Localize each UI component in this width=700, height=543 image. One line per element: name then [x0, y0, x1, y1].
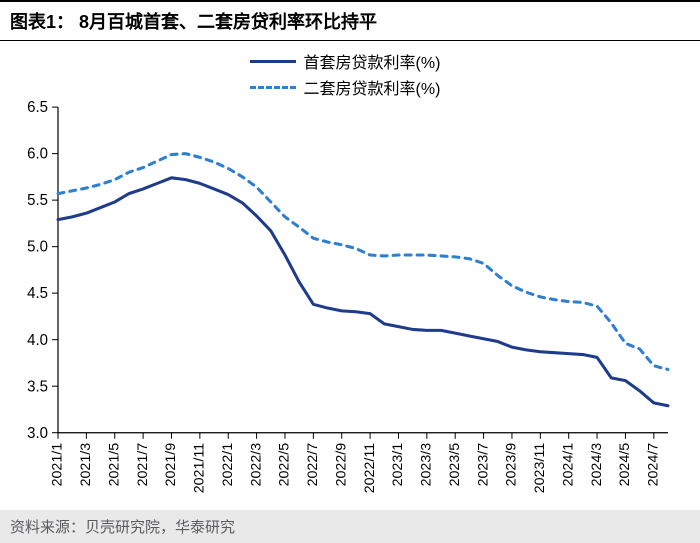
svg-text:3.0: 3.0	[27, 425, 48, 442]
legend-label-first: 首套房贷款利率(%)	[304, 49, 441, 73]
svg-text:3.5: 3.5	[27, 378, 48, 395]
svg-text:6.5: 6.5	[27, 101, 48, 116]
svg-text:2022/11: 2022/11	[361, 443, 377, 494]
svg-text:2023/5: 2023/5	[446, 443, 462, 487]
svg-text:2022/7: 2022/7	[304, 443, 320, 487]
svg-text:2022/5: 2022/5	[276, 443, 292, 487]
svg-text:6.0: 6.0	[27, 146, 48, 163]
legend-item-first: 首套房贷款利率(%)	[250, 49, 441, 73]
svg-text:2021/11: 2021/11	[191, 443, 207, 494]
legend-swatch-first	[250, 60, 296, 63]
svg-text:4.5: 4.5	[27, 285, 48, 302]
svg-text:2023/7: 2023/7	[474, 443, 490, 487]
svg-text:2024/7: 2024/7	[645, 443, 661, 487]
legend: 首套房贷款利率(%) 二套房贷款利率(%)	[10, 49, 680, 99]
line-chart: 3.0 3.5 4.0 4.5 5.0 5.5 6.0 6.5 2021/1 2021/3 2021…	[10, 101, 680, 508]
svg-text:2023/11: 2023/11	[531, 443, 547, 494]
legend-label-second: 二套房贷款利率(%)	[304, 75, 441, 99]
svg-text:2024/5: 2024/5	[616, 443, 632, 487]
svg-text:2022/9: 2022/9	[333, 443, 349, 487]
svg-text:2023/3: 2023/3	[418, 443, 434, 487]
svg-text:2023/1: 2023/1	[389, 443, 405, 487]
figure-title: 图表1： 8月百城首套、二套房贷利率环比持平	[0, 0, 700, 41]
chart-svg-wrap: 3.0 3.5 4.0 4.5 5.0 5.5 6.0 6.5 2021/1 2021/3 2021…	[10, 101, 680, 508]
svg-text:2021/9: 2021/9	[162, 443, 178, 487]
figure-root: 图表1： 8月百城首套、二套房贷利率环比持平 首套房贷款利率(%) 二套房贷款利…	[0, 0, 700, 543]
svg-text:2024/1: 2024/1	[560, 443, 576, 487]
svg-text:4.0: 4.0	[27, 332, 48, 349]
svg-text:2021/1: 2021/1	[49, 443, 65, 487]
legend-item-second: 二套房贷款利率(%)	[250, 75, 441, 99]
svg-text:5.5: 5.5	[27, 192, 48, 209]
svg-text:2022/1: 2022/1	[219, 443, 235, 487]
svg-text:2021/3: 2021/3	[77, 443, 93, 487]
svg-text:2023/9: 2023/9	[503, 443, 519, 487]
chart-area: 首套房贷款利率(%) 二套房贷款利率(%) 3.0 3.5 4.0 4.5 5.0 5.5…	[0, 41, 700, 510]
svg-text:2024/3: 2024/3	[588, 443, 604, 487]
svg-text:5.0: 5.0	[27, 239, 48, 256]
legend-swatch-second	[250, 86, 296, 89]
svg-text:2021/5: 2021/5	[106, 443, 122, 487]
source-text: 资料来源：贝壳研究院，华泰研究	[0, 510, 700, 543]
svg-text:2021/7: 2021/7	[134, 443, 150, 487]
svg-text:2022/3: 2022/3	[247, 443, 263, 487]
